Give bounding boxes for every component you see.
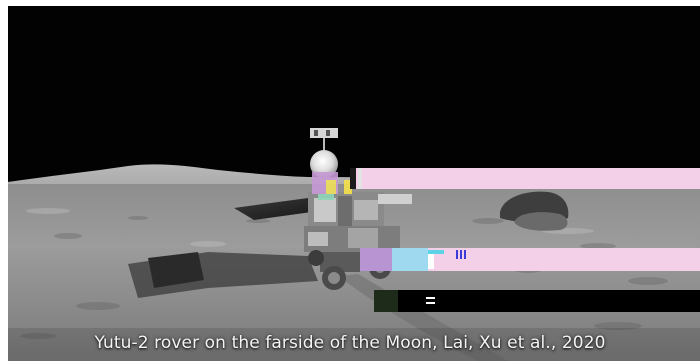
- glitch-band-pink-middle: [360, 248, 700, 271]
- antenna-dish: [310, 150, 338, 178]
- rock-right: [500, 191, 569, 231]
- glitch-band-black: [374, 290, 700, 312]
- surface-texture: [20, 216, 668, 339]
- color-glitch-left: [312, 172, 352, 200]
- image-caption: Yutu-2 rover on the farside of the Moon,…: [94, 333, 606, 353]
- solar-panel: [234, 198, 326, 220]
- rover-wheel: [308, 250, 324, 266]
- lunar-surface-photo: [8, 6, 700, 361]
- black-sky: [8, 6, 700, 186]
- shadow-block: [148, 252, 204, 288]
- caption-shade: [8, 328, 700, 361]
- glitch-band-pink-top: [350, 168, 700, 189]
